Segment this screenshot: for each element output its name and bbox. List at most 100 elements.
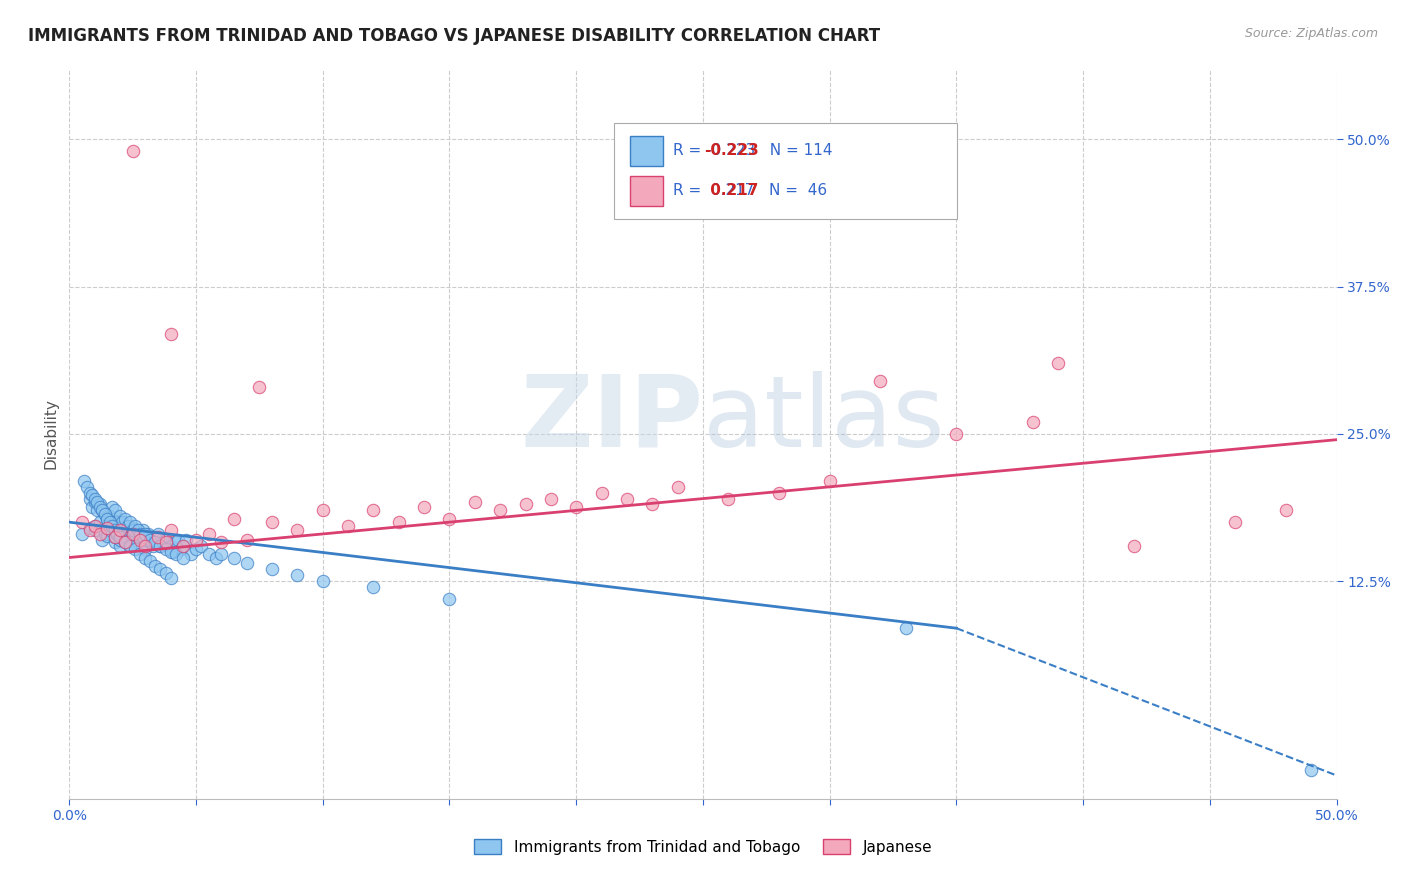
Point xyxy=(80,488,103,502)
Point xyxy=(165,547,187,561)
Point xyxy=(489,503,512,517)
Point xyxy=(818,474,841,488)
Point xyxy=(287,568,309,582)
Point xyxy=(145,535,167,549)
Point xyxy=(180,547,202,561)
Point xyxy=(894,621,917,635)
Point xyxy=(83,518,105,533)
Point xyxy=(98,509,121,524)
Point xyxy=(98,524,121,538)
Point xyxy=(565,500,588,514)
Point xyxy=(73,474,96,488)
Point xyxy=(101,500,124,514)
Point xyxy=(121,533,143,547)
Point xyxy=(146,531,169,545)
Point xyxy=(111,527,134,541)
Point xyxy=(540,491,562,506)
Point xyxy=(132,524,155,538)
Point xyxy=(197,527,219,541)
Point xyxy=(165,535,187,549)
Point xyxy=(86,495,108,509)
Point xyxy=(121,524,143,538)
Point xyxy=(172,539,194,553)
Point xyxy=(114,535,136,549)
Point xyxy=(129,547,152,561)
Point xyxy=(616,491,638,506)
Point xyxy=(91,533,114,547)
Point xyxy=(134,539,156,553)
Point xyxy=(86,503,108,517)
Point xyxy=(121,521,143,535)
Point xyxy=(114,511,136,525)
Point xyxy=(129,531,152,545)
Point xyxy=(439,511,461,525)
Point xyxy=(70,527,93,541)
Text: Source: ZipAtlas.com: Source: ZipAtlas.com xyxy=(1244,27,1378,40)
Point xyxy=(142,539,165,553)
Point xyxy=(1301,763,1323,777)
Point xyxy=(641,498,664,512)
Point xyxy=(139,554,162,568)
Point xyxy=(105,525,128,540)
Point xyxy=(205,550,228,565)
Point xyxy=(190,539,212,553)
Point xyxy=(132,531,155,545)
Point xyxy=(1046,356,1069,370)
Point xyxy=(89,498,111,512)
Point xyxy=(869,374,891,388)
Point xyxy=(159,544,181,558)
Point xyxy=(104,524,127,538)
Point xyxy=(209,535,232,549)
Point xyxy=(124,542,146,557)
Point xyxy=(235,557,257,571)
Point xyxy=(159,570,181,584)
Point xyxy=(89,527,111,541)
Text: R = -0.223   N = 114: R = -0.223 N = 114 xyxy=(673,143,832,158)
Point xyxy=(83,495,105,509)
Point xyxy=(98,515,121,529)
Point xyxy=(79,521,101,535)
Point xyxy=(114,535,136,549)
Point xyxy=(149,562,172,576)
Point xyxy=(83,491,105,506)
Text: atlas: atlas xyxy=(703,371,945,467)
Point xyxy=(152,535,174,549)
Point xyxy=(134,527,156,541)
Point xyxy=(108,533,131,547)
Point xyxy=(139,535,162,549)
Point xyxy=(105,515,128,529)
Point xyxy=(96,511,118,525)
Point xyxy=(124,518,146,533)
Point xyxy=(93,527,115,541)
Point xyxy=(120,539,142,553)
Point xyxy=(149,539,172,553)
Point xyxy=(1021,415,1043,429)
Point xyxy=(197,547,219,561)
Point xyxy=(134,542,156,557)
Point xyxy=(117,524,139,538)
Point xyxy=(108,509,131,524)
Text: R =  0.217   N =  46: R = 0.217 N = 46 xyxy=(673,184,828,198)
Point xyxy=(104,535,127,549)
Point xyxy=(96,521,118,535)
Point xyxy=(101,518,124,533)
Point xyxy=(93,507,115,521)
Point xyxy=(83,524,105,538)
Point xyxy=(155,566,177,580)
Point xyxy=(105,527,128,541)
Legend: Immigrants from Trinidad and Tobago, Japanese: Immigrants from Trinidad and Tobago, Jap… xyxy=(468,832,938,861)
Point xyxy=(104,531,127,545)
Point xyxy=(79,485,101,500)
Point xyxy=(155,533,177,547)
Text: IMMIGRANTS FROM TRINIDAD AND TOBAGO VS JAPANESE DISABILITY CORRELATION CHART: IMMIGRANTS FROM TRINIDAD AND TOBAGO VS J… xyxy=(28,27,880,45)
Point xyxy=(439,591,461,606)
Point xyxy=(108,531,131,545)
Point xyxy=(108,524,131,538)
Point xyxy=(83,518,105,533)
Point xyxy=(155,535,177,549)
Point xyxy=(170,542,193,557)
Point xyxy=(127,524,149,538)
Point xyxy=(247,379,270,393)
Point xyxy=(260,562,283,576)
Point xyxy=(108,539,131,553)
